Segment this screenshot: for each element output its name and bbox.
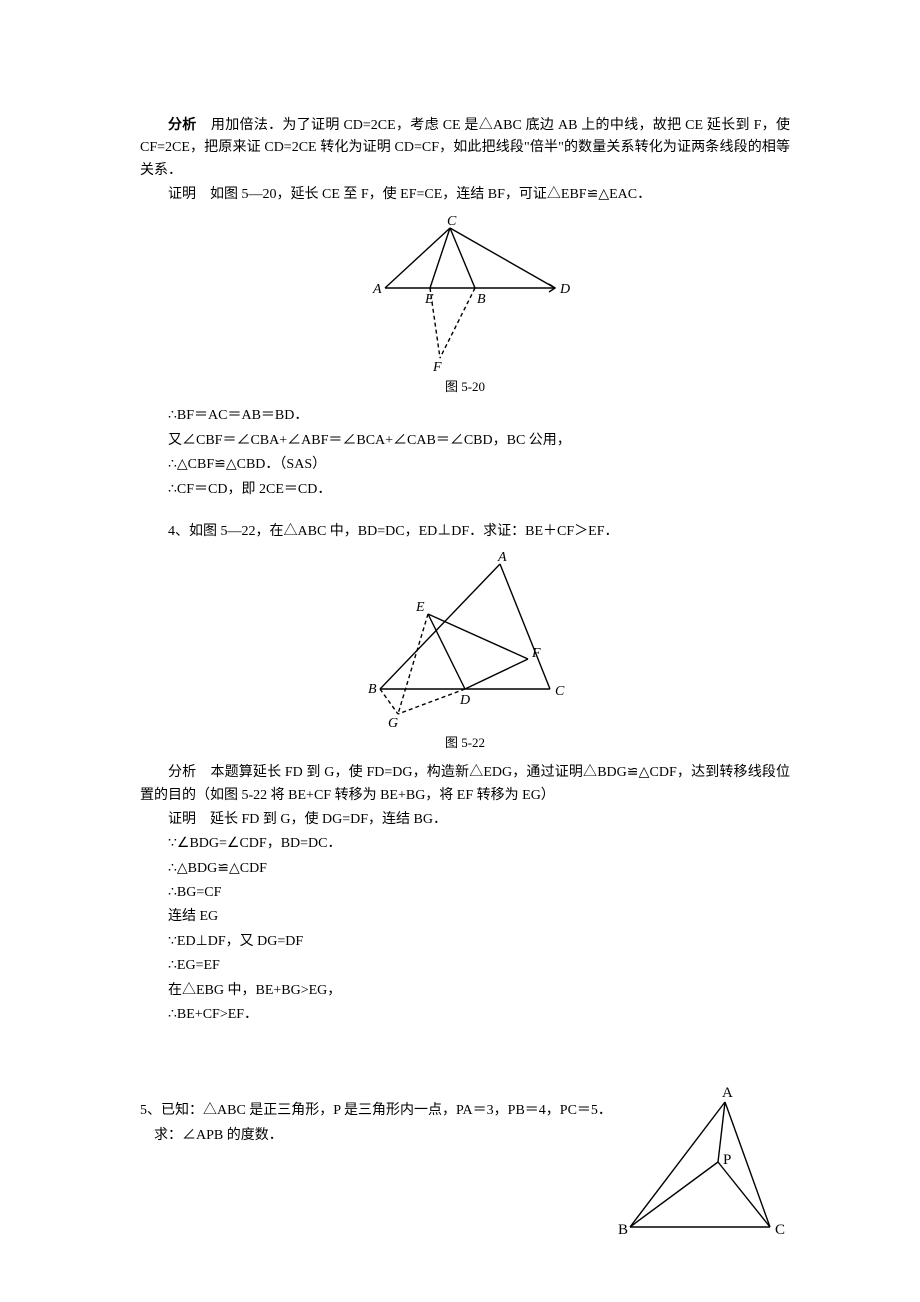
fig2-label-A: A — [497, 550, 507, 565]
analysis-para-2: 分析 本题算延长 FD 到 G，使 FD=DG，构造新△EDG，通过证明△BDG… — [140, 762, 790, 807]
fig1-label-C: C — [447, 214, 457, 229]
page: 分析 用加倍法．为了证明 CD=2CE，考虑 CE 是△ABC 底边 AB 上的… — [0, 0, 920, 1302]
figure-5-20-svg: C A E B D F — [355, 213, 575, 373]
fig3-label-B: B — [618, 1222, 628, 1238]
fig2-label-C: C — [555, 684, 565, 699]
p2-s6: ∴EG=EF — [140, 955, 790, 977]
fig2-label-E: E — [415, 600, 425, 615]
fig1-label-B: B — [477, 292, 486, 307]
fig3-label-P: P — [723, 1152, 731, 1168]
fig2-label-F: F — [531, 646, 541, 661]
fig1-label-F: F — [432, 360, 442, 373]
problem-4: 4、如图 5—22，在△ABC 中，BD=DC，ED⊥DF．求证：BE＋CF＞E… — [140, 521, 790, 543]
analysis-body: 用加倍法．为了证明 CD=2CE，考虑 CE 是△ABC 底边 AB 上的中线，… — [140, 118, 790, 178]
p2-s2: ∴△BDG≌△CDF — [140, 858, 790, 880]
fig1-label-A: A — [372, 282, 382, 297]
figure-5-22-caption: 图 5-22 — [140, 733, 790, 754]
p2-s3: ∴BG=CF — [140, 882, 790, 904]
figure-5-22-svg: A E F B D C G — [350, 549, 580, 729]
fig2-label-G: G — [388, 716, 398, 729]
figure-5-20-caption: 图 5-20 — [140, 377, 790, 398]
fig1-label-D: D — [559, 282, 570, 297]
fig2-label-B: B — [368, 682, 377, 697]
p2-s7: 在△EBG 中，BE+BG>EG， — [140, 980, 790, 1002]
p1-step2: 又∠CBF＝∠CBA+∠ABF＝∠BCA+∠CAB＝∠CBD，BC 公用， — [140, 430, 790, 452]
fig3-label-C: C — [775, 1222, 785, 1238]
p2-s4: 连结 EG — [140, 906, 790, 928]
p1-step1: ∴BF＝AC＝AB＝BD． — [140, 405, 790, 427]
fig3-label-A: A — [722, 1085, 733, 1101]
analysis-label-2: 分析 — [168, 765, 196, 780]
figure-triangle-apb: A P B C — [610, 1082, 790, 1242]
p1-step4: ∴CF＝CD，即 2CE＝CD． — [140, 479, 790, 501]
p1-step3: ∴△CBF≌△CBD．（SAS） — [140, 454, 790, 476]
p2-s8: ∴BE+CF>EF． — [140, 1004, 790, 1026]
p2-proof: 证明 延长 FD 到 G，使 DG=DF，连结 BG． — [140, 809, 790, 831]
analysis-body-2: 本题算延长 FD 到 G，使 FD=DG，构造新△EDG，通过证明△BDG≌△C… — [140, 765, 790, 802]
p2-s1: ∵∠BDG=∠CDF，BD=DC． — [140, 833, 790, 855]
figure-5-20: C A E B D F — [140, 213, 790, 373]
analysis-para-1: 分析 用加倍法．为了证明 CD=2CE，考虑 CE 是△ABC 底边 AB 上的… — [140, 115, 790, 182]
p2-s5: ∵ED⊥DF，又 DG=DF — [140, 931, 790, 953]
figure-5-22: A E F B D C G — [140, 549, 790, 729]
analysis-label: 分析 — [168, 118, 197, 133]
fig1-label-E: E — [424, 292, 434, 307]
fig2-label-D: D — [459, 693, 470, 708]
figure-triangle-svg: A P B C — [610, 1082, 790, 1242]
proof-line-1: 证明 如图 5—20，延长 CE 至 F，使 EF=CE，连结 BF，可证△EB… — [140, 184, 790, 206]
